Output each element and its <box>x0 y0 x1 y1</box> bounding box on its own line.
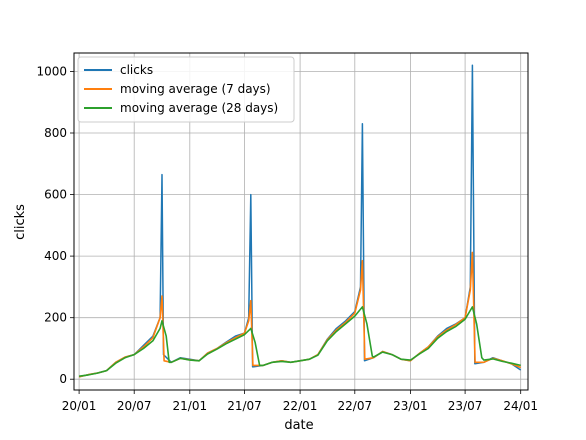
y-tick-label: 200 <box>44 311 67 325</box>
legend-label-ma7: moving average (7 days) <box>120 82 271 96</box>
x-tick-label: 21/07 <box>227 399 262 413</box>
x-tick-label: 23/07 <box>448 399 483 413</box>
plot-area <box>78 64 522 378</box>
x-tick-label: 22/07 <box>338 399 373 413</box>
x-tick-label: 24/01 <box>503 399 538 413</box>
y-tick-label: 600 <box>44 188 67 202</box>
x-tick-label: 20/01 <box>62 399 97 413</box>
legend-frame <box>77 56 295 123</box>
legend: clicks moving average (7 days) moving av… <box>77 56 295 123</box>
x-tick-label: 21/01 <box>173 399 208 413</box>
x-tick-label: 20/07 <box>117 399 152 413</box>
x-tick-label: 23/01 <box>393 399 428 413</box>
legend-label-ma28: moving average (28 days) <box>120 101 278 115</box>
legend-label-clicks: clicks <box>120 63 153 77</box>
plot-frame <box>73 52 529 391</box>
series-line-ma28 <box>78 306 521 377</box>
y-tick-label: 0 <box>59 372 67 386</box>
x-tick-label: 22/01 <box>283 399 318 413</box>
x-axis-label: date <box>284 418 313 433</box>
y-tick-label: 800 <box>44 126 67 140</box>
y-axis-label: clicks <box>13 204 28 240</box>
axis-ticks: 20/01 20/07 21/01 21/07 22/01 22/07 23/01 23/07… <box>36 65 538 414</box>
y-tick-label: 1000 <box>36 65 67 79</box>
y-tick-label: 400 <box>44 249 67 263</box>
